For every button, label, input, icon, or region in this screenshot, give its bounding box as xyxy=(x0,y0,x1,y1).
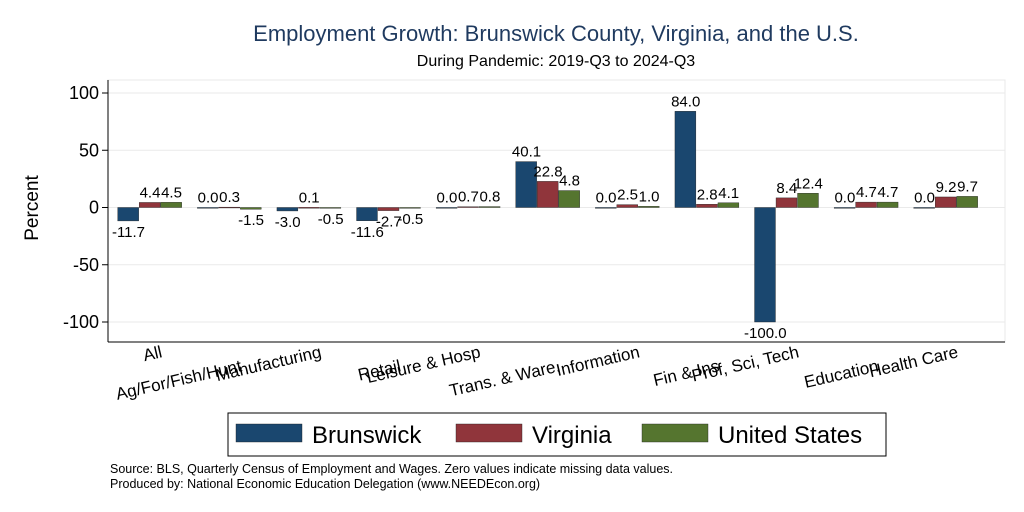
source-notes: Source: BLS, Quarterly Census of Employm… xyxy=(110,462,673,491)
bar-united-states xyxy=(638,206,660,208)
bar-virginia xyxy=(537,181,559,208)
data-label: 0.8 xyxy=(479,189,500,206)
data-label: -0.5 xyxy=(397,211,423,228)
bar-brunswick xyxy=(276,207,299,212)
legend-swatch xyxy=(235,423,303,443)
data-label: 4.8 xyxy=(559,173,580,190)
bar-brunswick xyxy=(674,111,697,208)
bar-united-states xyxy=(717,202,740,208)
chart-title: Employment Growth: Brunswick County, Vir… xyxy=(253,21,859,46)
legend: Brunswick Virginia United States xyxy=(227,412,887,457)
y-tick-label: 50 xyxy=(79,140,99,160)
y-axis-label: Percent xyxy=(22,175,43,241)
data-label: 40.1 xyxy=(512,144,541,161)
data-label: 9.7 xyxy=(957,178,978,195)
y-tick-label: -50 xyxy=(73,255,99,275)
data-label: 2.5 xyxy=(617,187,638,204)
plot-frame xyxy=(107,79,1006,343)
data-label: 2.8 xyxy=(697,186,718,203)
bar-virginia xyxy=(775,197,798,208)
data-label: -11.6 xyxy=(351,224,384,241)
data-label: 8.4 xyxy=(776,180,797,197)
y-tick-label: -100 xyxy=(63,312,99,332)
data-label: 84.0 xyxy=(671,93,700,110)
bar-virginia xyxy=(855,201,877,208)
bar-brunswick xyxy=(197,207,219,209)
data-label: 12.4 xyxy=(794,175,823,192)
bar-brunswick xyxy=(515,161,537,208)
data-label: -100.0 xyxy=(744,325,787,342)
data-label: -2.7 xyxy=(376,214,402,231)
data-label: 0.0 xyxy=(914,190,935,207)
bar-united-states xyxy=(319,207,342,209)
data-label: 0.0 xyxy=(596,190,617,207)
data-label: 0.7 xyxy=(458,189,479,206)
bar-united-states xyxy=(160,202,182,208)
bar-virginia xyxy=(616,204,638,208)
bar-virginia xyxy=(696,204,718,208)
bar-virginia xyxy=(298,207,320,209)
bar-virginia xyxy=(139,202,161,208)
legend-swatch xyxy=(641,423,709,443)
data-label: 1.0 xyxy=(639,188,660,205)
data-label: 4.7 xyxy=(877,184,898,201)
bar-united-states xyxy=(876,201,899,208)
bar-brunswick xyxy=(117,207,139,222)
data-label: 9.2 xyxy=(936,179,957,196)
legend-label: Virginia xyxy=(532,422,612,449)
bar-virginia xyxy=(457,206,479,208)
data-label: 0.0 xyxy=(834,190,855,207)
y-tick-label: 100 xyxy=(69,83,99,103)
bar-brunswick xyxy=(595,207,617,209)
data-label: 4.4 xyxy=(140,184,161,201)
legend-swatch xyxy=(455,423,523,443)
bar-united-states xyxy=(558,190,580,208)
data-label: 4.1 xyxy=(718,185,739,202)
data-label: -0.5 xyxy=(318,211,344,228)
bar-united-states xyxy=(797,193,819,208)
data-label: 0.0 xyxy=(436,190,457,207)
bar-brunswick xyxy=(435,207,458,209)
data-label: 4.7 xyxy=(856,184,877,201)
bar-virginia xyxy=(377,207,400,211)
data-label: 0.3 xyxy=(219,189,240,206)
data-label: -1.5 xyxy=(238,212,264,229)
bar-virginia xyxy=(935,196,957,208)
bar-united-states xyxy=(956,196,978,208)
data-label: 0.1 xyxy=(299,189,320,206)
source-note: Produced by: National Economic Education… xyxy=(110,477,540,491)
y-tick-label: 0 xyxy=(89,198,99,218)
bar-brunswick xyxy=(833,207,856,209)
bar-united-states xyxy=(399,207,421,209)
bar-united-states xyxy=(478,206,501,208)
bar-brunswick xyxy=(356,207,378,221)
chart-subtitle: During Pandemic: 2019-Q3 to 2024-Q3 xyxy=(417,53,695,70)
data-label: -3.0 xyxy=(275,214,301,231)
x-tick-label: All xyxy=(141,342,164,365)
legend-label: Brunswick xyxy=(312,422,422,449)
source-note: Source: BLS, Quarterly Census of Employm… xyxy=(110,462,673,476)
data-label: 0.0 xyxy=(198,190,219,207)
bar-brunswick xyxy=(754,207,776,323)
bar-virginia xyxy=(218,206,240,209)
bar-united-states xyxy=(240,207,262,210)
bar-brunswick xyxy=(913,207,935,209)
data-label: 22.8 xyxy=(533,163,562,180)
legend-box xyxy=(227,412,887,457)
data-label: 4.5 xyxy=(161,184,182,201)
legend-label: United States xyxy=(718,422,862,449)
data-label: -11.7 xyxy=(112,224,145,241)
